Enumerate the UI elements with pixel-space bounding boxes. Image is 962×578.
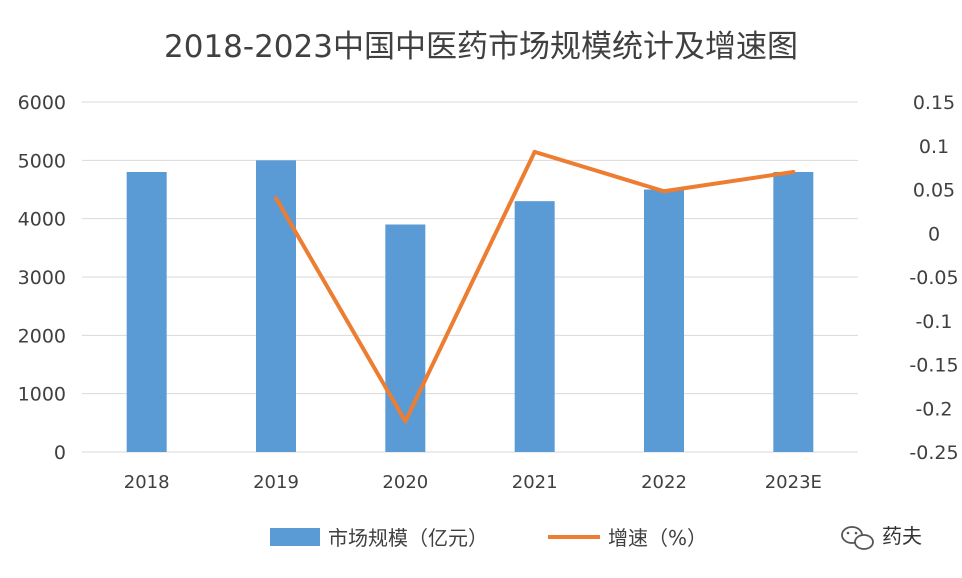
y-left-tick-label: 4000 [18, 209, 66, 231]
bar-series [126, 160, 814, 453]
line-point [791, 170, 796, 174]
y-right-tick-label: -0.1 [915, 311, 952, 333]
y-left-tick-label: 6000 [18, 92, 66, 114]
legend: 市场规模（亿元） 增速（%） [270, 526, 707, 550]
x-tick-label: 2018 [124, 472, 170, 493]
y-left-tick-label: 0 [54, 442, 66, 464]
line-point [532, 149, 537, 154]
x-axis: 2018 2019 2020 2021 2022 2023E [124, 472, 822, 493]
wechat-icon [841, 526, 874, 550]
line-point [403, 419, 408, 424]
watermark: 药夫 [841, 524, 922, 550]
y-right-tick-label: 0.15 [913, 92, 955, 114]
y-right-tick-label: -0.25 [909, 442, 958, 464]
bar [514, 201, 555, 452]
x-tick-label: 2020 [382, 472, 428, 493]
y-right-tick-label: 0.05 [913, 180, 955, 202]
line-series [274, 149, 796, 424]
legend-swatch-bar [270, 528, 320, 546]
bar [644, 189, 684, 452]
y-right-tick-label: -0.15 [909, 355, 958, 377]
legend-label-bar: 市场规模（亿元） [328, 526, 488, 550]
gridlines [82, 101, 858, 453]
legend-label-line: 增速（%） [608, 526, 707, 550]
y-right-tick-label: -0.05 [909, 267, 958, 289]
bar [385, 224, 426, 452]
bar [126, 172, 167, 452]
x-tick-label: 2022 [641, 472, 687, 493]
y-right-tick-label: -0.2 [915, 398, 952, 420]
left-axis: 0 1000 2000 3000 4000 5000 6000 [18, 92, 66, 464]
watermark-text: 药夫 [882, 524, 922, 548]
line-point [662, 189, 666, 194]
x-tick-label: 2023E [765, 472, 822, 493]
y-left-tick-label: 1000 [18, 384, 66, 406]
chart-title: 2018-2023中国中医药市场规模统计及增速图 [164, 29, 798, 65]
y-right-tick-label: 0.1 [919, 136, 949, 158]
bar [256, 160, 296, 453]
y-right-tick-label: 0 [928, 223, 940, 245]
y-left-tick-label: 5000 [18, 150, 66, 172]
x-tick-label: 2021 [512, 472, 558, 493]
y-left-tick-label: 2000 [18, 325, 66, 347]
y-left-tick-label: 3000 [18, 267, 66, 289]
x-tick-label: 2019 [253, 472, 299, 493]
bar [773, 172, 814, 452]
line-point [274, 196, 278, 201]
right-axis: -0.25 -0.2 -0.15 -0.1 -0.05 0 0.05 0.1 0.15 [909, 92, 958, 464]
